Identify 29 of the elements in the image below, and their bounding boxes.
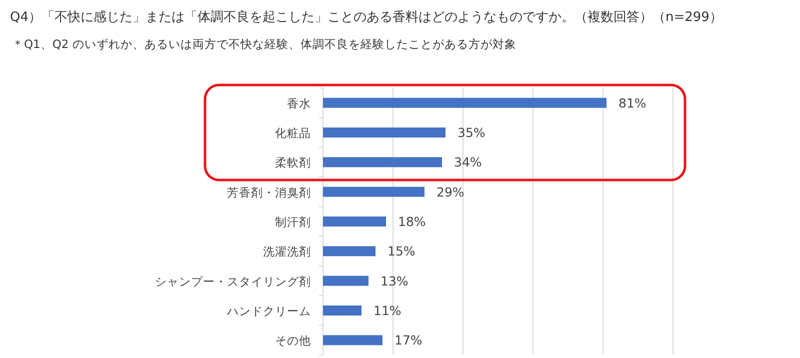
data-label: 29%	[436, 184, 464, 200]
data-label: 17%	[394, 332, 422, 348]
y-tick-label: 芳香剤・消臭剤	[227, 185, 311, 200]
y-tick-label: 化粧品	[275, 126, 311, 140]
y-tick-label: 制汗剤	[275, 215, 311, 229]
data-label: 15%	[388, 244, 416, 259]
bar	[323, 246, 376, 256]
chart-subtitle: ＊Q1、Q2 のいずれか、あるいは両方で不快な経験、体調不良を経験したことがある方が対象	[12, 37, 516, 51]
data-label: 11%	[374, 303, 402, 318]
data-label: 35%	[458, 125, 486, 140]
bar	[323, 98, 606, 108]
bar	[323, 276, 368, 286]
data-label: 34%	[454, 154, 482, 170]
y-tick-label: その他	[275, 334, 311, 348]
y-tick-label: 香水	[287, 96, 311, 110]
bar	[323, 186, 424, 197]
bar	[323, 216, 386, 226]
bar	[323, 306, 362, 316]
y-tick-label: ハンドクリーム	[226, 304, 311, 318]
data-label: 18%	[398, 214, 426, 229]
data-label: 13%	[380, 273, 408, 288]
bar	[323, 335, 382, 346]
bar	[323, 128, 446, 138]
y-tick-label: 洗濯洗剤	[263, 244, 311, 259]
bar	[323, 157, 442, 168]
y-tick-label: シャンプー・スタイリング剤	[155, 274, 311, 288]
data-label: 81%	[618, 95, 646, 110]
y-tick-label: 柔軟剤	[275, 156, 311, 170]
chart-title: Q4）「不快に感じた」または「体調不良を起こした」ことのある香料はどのようなものですか。（複数回答）（n=299）	[10, 10, 722, 25]
